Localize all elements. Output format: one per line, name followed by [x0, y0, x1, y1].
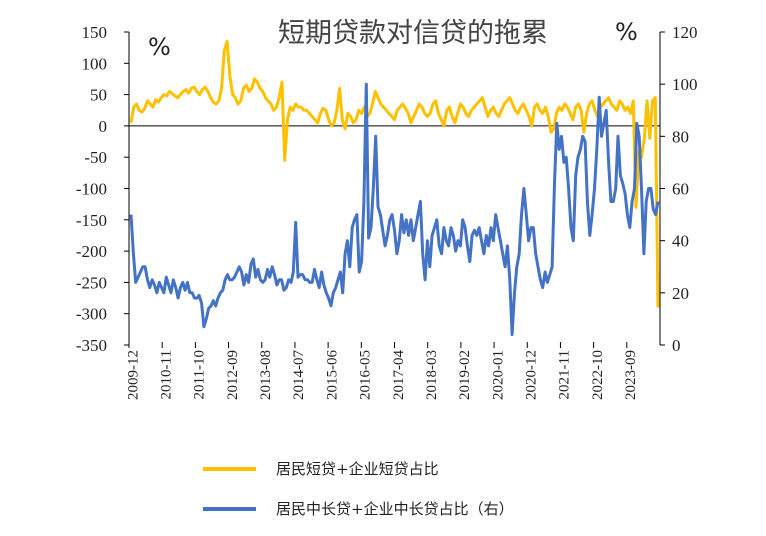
x-tick-label: 2016-05: [358, 350, 374, 400]
chart-title: 短期贷款对信贷的拖累: [278, 18, 548, 49]
right-tick-label: 60: [672, 180, 689, 199]
right-axis-unit: %: [615, 18, 638, 46]
legend-label-short-loans: 居民短贷+企业短贷占比: [276, 460, 439, 478]
x-tick-label: 2022-10: [590, 350, 606, 400]
x-axis: 2009-12 2010-11 2011-10 2012-09 2013-08 2014-…: [125, 125, 660, 400]
right-axis: 120 100 80 60 40 20 0: [659, 23, 698, 355]
left-tick-label: 100: [82, 54, 108, 73]
left-tick-label: -100: [76, 180, 107, 199]
left-tick-label: 0: [99, 117, 108, 136]
right-tick-label: 20: [672, 284, 689, 303]
left-tick-label: -200: [76, 242, 107, 261]
left-axis: 150 100 50 0 -50 -100 -150 -200 -250 -300 -350: [76, 23, 130, 355]
legend-item-long-loans: 居民中长贷+企业中长贷占比（右）: [203, 500, 514, 518]
legend-item-short-loans: 居民短贷+企业短贷占比: [203, 460, 439, 478]
x-tick-label: 2018-03: [424, 350, 440, 400]
left-tick-label: -50: [84, 148, 107, 167]
legend: 居民短贷+企业短贷占比 居民中长贷+企业中长贷占比（右）: [203, 460, 514, 518]
x-tick-label: 2020-01: [490, 350, 506, 400]
x-tick-label: 2019-02: [457, 350, 473, 400]
x-tick-label: 2009-12: [125, 350, 141, 400]
x-tick-label: 2017-04: [391, 350, 407, 400]
left-tick-label: -250: [76, 273, 107, 292]
left-tick-label: 150: [82, 23, 108, 42]
x-tick-label: 2020-12: [524, 350, 540, 400]
left-axis-unit: %: [148, 33, 171, 61]
left-tick-label: -150: [76, 211, 107, 230]
x-tick-label: 2010-11: [158, 350, 174, 399]
right-tick-label: 100: [672, 75, 698, 94]
x-tick-label: 2012-09: [225, 350, 241, 400]
series-line-short-loans: [129, 39, 660, 308]
x-tick-label: 2021-11: [557, 350, 573, 399]
left-tick-label: 50: [90, 86, 107, 105]
right-tick-label: 0: [672, 336, 681, 355]
x-tick-label: 2023-09: [623, 350, 639, 400]
series-layer: [129, 39, 660, 337]
x-tick-label: 2014-07: [291, 350, 307, 400]
left-tick-label: -350: [76, 336, 107, 355]
right-tick-label: 120: [672, 23, 698, 42]
x-tick-label: 2015-06: [324, 350, 340, 400]
left-tick-label: -300: [76, 305, 107, 324]
x-tick-label: 2011-10: [192, 350, 208, 399]
right-tick-label: 80: [672, 127, 689, 146]
series-line-long-loans: [129, 82, 660, 337]
x-tick-label: 2013-08: [258, 350, 274, 400]
legend-label-long-loans: 居民中长贷+企业中长贷占比（右）: [276, 500, 514, 518]
right-tick-label: 40: [672, 232, 689, 251]
